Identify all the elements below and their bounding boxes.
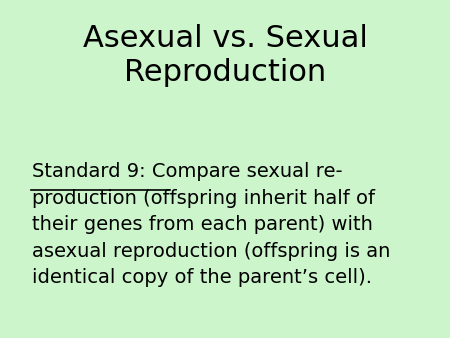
Text: Asexual vs. Sexual
Reproduction: Asexual vs. Sexual Reproduction	[82, 24, 368, 88]
Text: Standard 9: Compare sexual re-
production (offspring inherit half of
their genes: Standard 9: Compare sexual re- productio…	[32, 162, 390, 287]
Text: Standard 9: Standard 9	[0, 337, 1, 338]
